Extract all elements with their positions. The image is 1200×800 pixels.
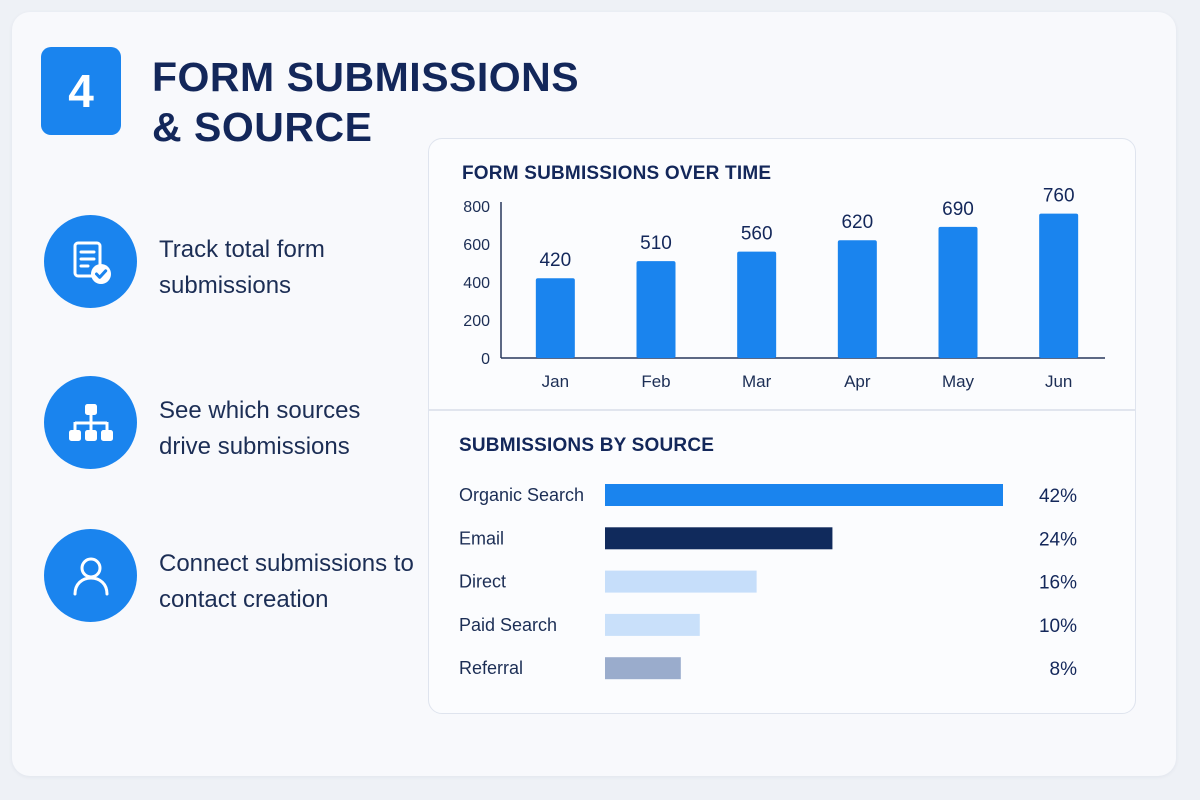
charts-card: FORM SUBMISSIONS OVER TIME 0 200 400 600 800…: [428, 138, 1136, 714]
bar-apr: [837, 240, 877, 358]
source-label: Paid Search: [459, 615, 557, 635]
bar-mar: [737, 251, 777, 358]
source-bar-chart: Organic Search 42% Email 24% Direct 16% Paid S…: [459, 484, 1078, 680]
source-bar-email: [605, 527, 833, 550]
source-label: Direct: [459, 572, 506, 592]
source-percent: 42%: [1039, 486, 1077, 507]
submissions-chart-title: FORM SUBMISSIONS OVER TIME: [462, 163, 772, 184]
y-tick-label: 600: [463, 237, 490, 254]
hierarchy-icon: [44, 376, 137, 469]
x-tick-label: Feb: [641, 372, 670, 391]
bar-jan: [535, 278, 575, 358]
source-label: Referral: [459, 658, 523, 678]
data-label: 420: [539, 250, 571, 271]
source-chart-title: SUBMISSIONS BY SOURCE: [459, 435, 715, 456]
source-bar-organic-search: [605, 484, 1003, 506]
source-bar-referral: [605, 657, 681, 680]
feature-sources: See which sources drive submissions: [44, 376, 414, 472]
data-label: 760: [1043, 186, 1075, 207]
card-divider: [429, 409, 1135, 411]
source-label: Organic Search: [459, 485, 584, 505]
x-tick-label: Mar: [742, 372, 772, 391]
source-bar-paid-search: [605, 613, 700, 636]
data-label: 620: [841, 212, 873, 233]
feature-text: Track total form submissions: [159, 236, 325, 299]
bar-jun: [1039, 213, 1079, 358]
bar-feb: [636, 261, 676, 358]
x-tick-label: Jan: [542, 372, 569, 391]
y-tick-label: 200: [463, 313, 490, 330]
bar-may: [938, 226, 978, 358]
data-label: 560: [741, 224, 773, 245]
x-tick-label: May: [942, 372, 975, 391]
y-tick-label: 0: [481, 351, 490, 368]
source-percent: 8%: [1050, 659, 1078, 680]
step-number-badge: 4: [41, 47, 121, 135]
submissions-bar-chart: 0 200 400 600 800 420 Jan 510 Feb 560 Mar 620 Apr 690…: [463, 186, 1105, 391]
source-percent: 16%: [1039, 573, 1077, 594]
x-tick-label: Jun: [1045, 372, 1072, 391]
y-tick-label: 400: [463, 275, 490, 292]
source-label: Email: [459, 528, 504, 548]
data-label: 510: [640, 233, 672, 254]
x-tick-label: Apr: [844, 372, 871, 391]
source-percent: 10%: [1039, 616, 1077, 637]
data-label: 690: [942, 199, 974, 220]
source-percent: 24%: [1039, 529, 1077, 550]
feature-contact-creation: Connect submissions to contact creation: [44, 529, 414, 625]
feature-text: Connect submissions to contact creation: [159, 550, 414, 613]
step-number: 4: [68, 65, 94, 117]
user-icon: [44, 529, 137, 622]
source-bar-direct: [605, 570, 757, 593]
page-title: FORM SUBMISSIONS & SOURCE: [152, 54, 580, 150]
form-check-icon: [44, 215, 137, 308]
y-tick-label: 800: [463, 199, 490, 216]
feature-track-submissions: Track total form submissions: [44, 215, 414, 311]
feature-text: See which sources drive submissions: [159, 397, 361, 460]
